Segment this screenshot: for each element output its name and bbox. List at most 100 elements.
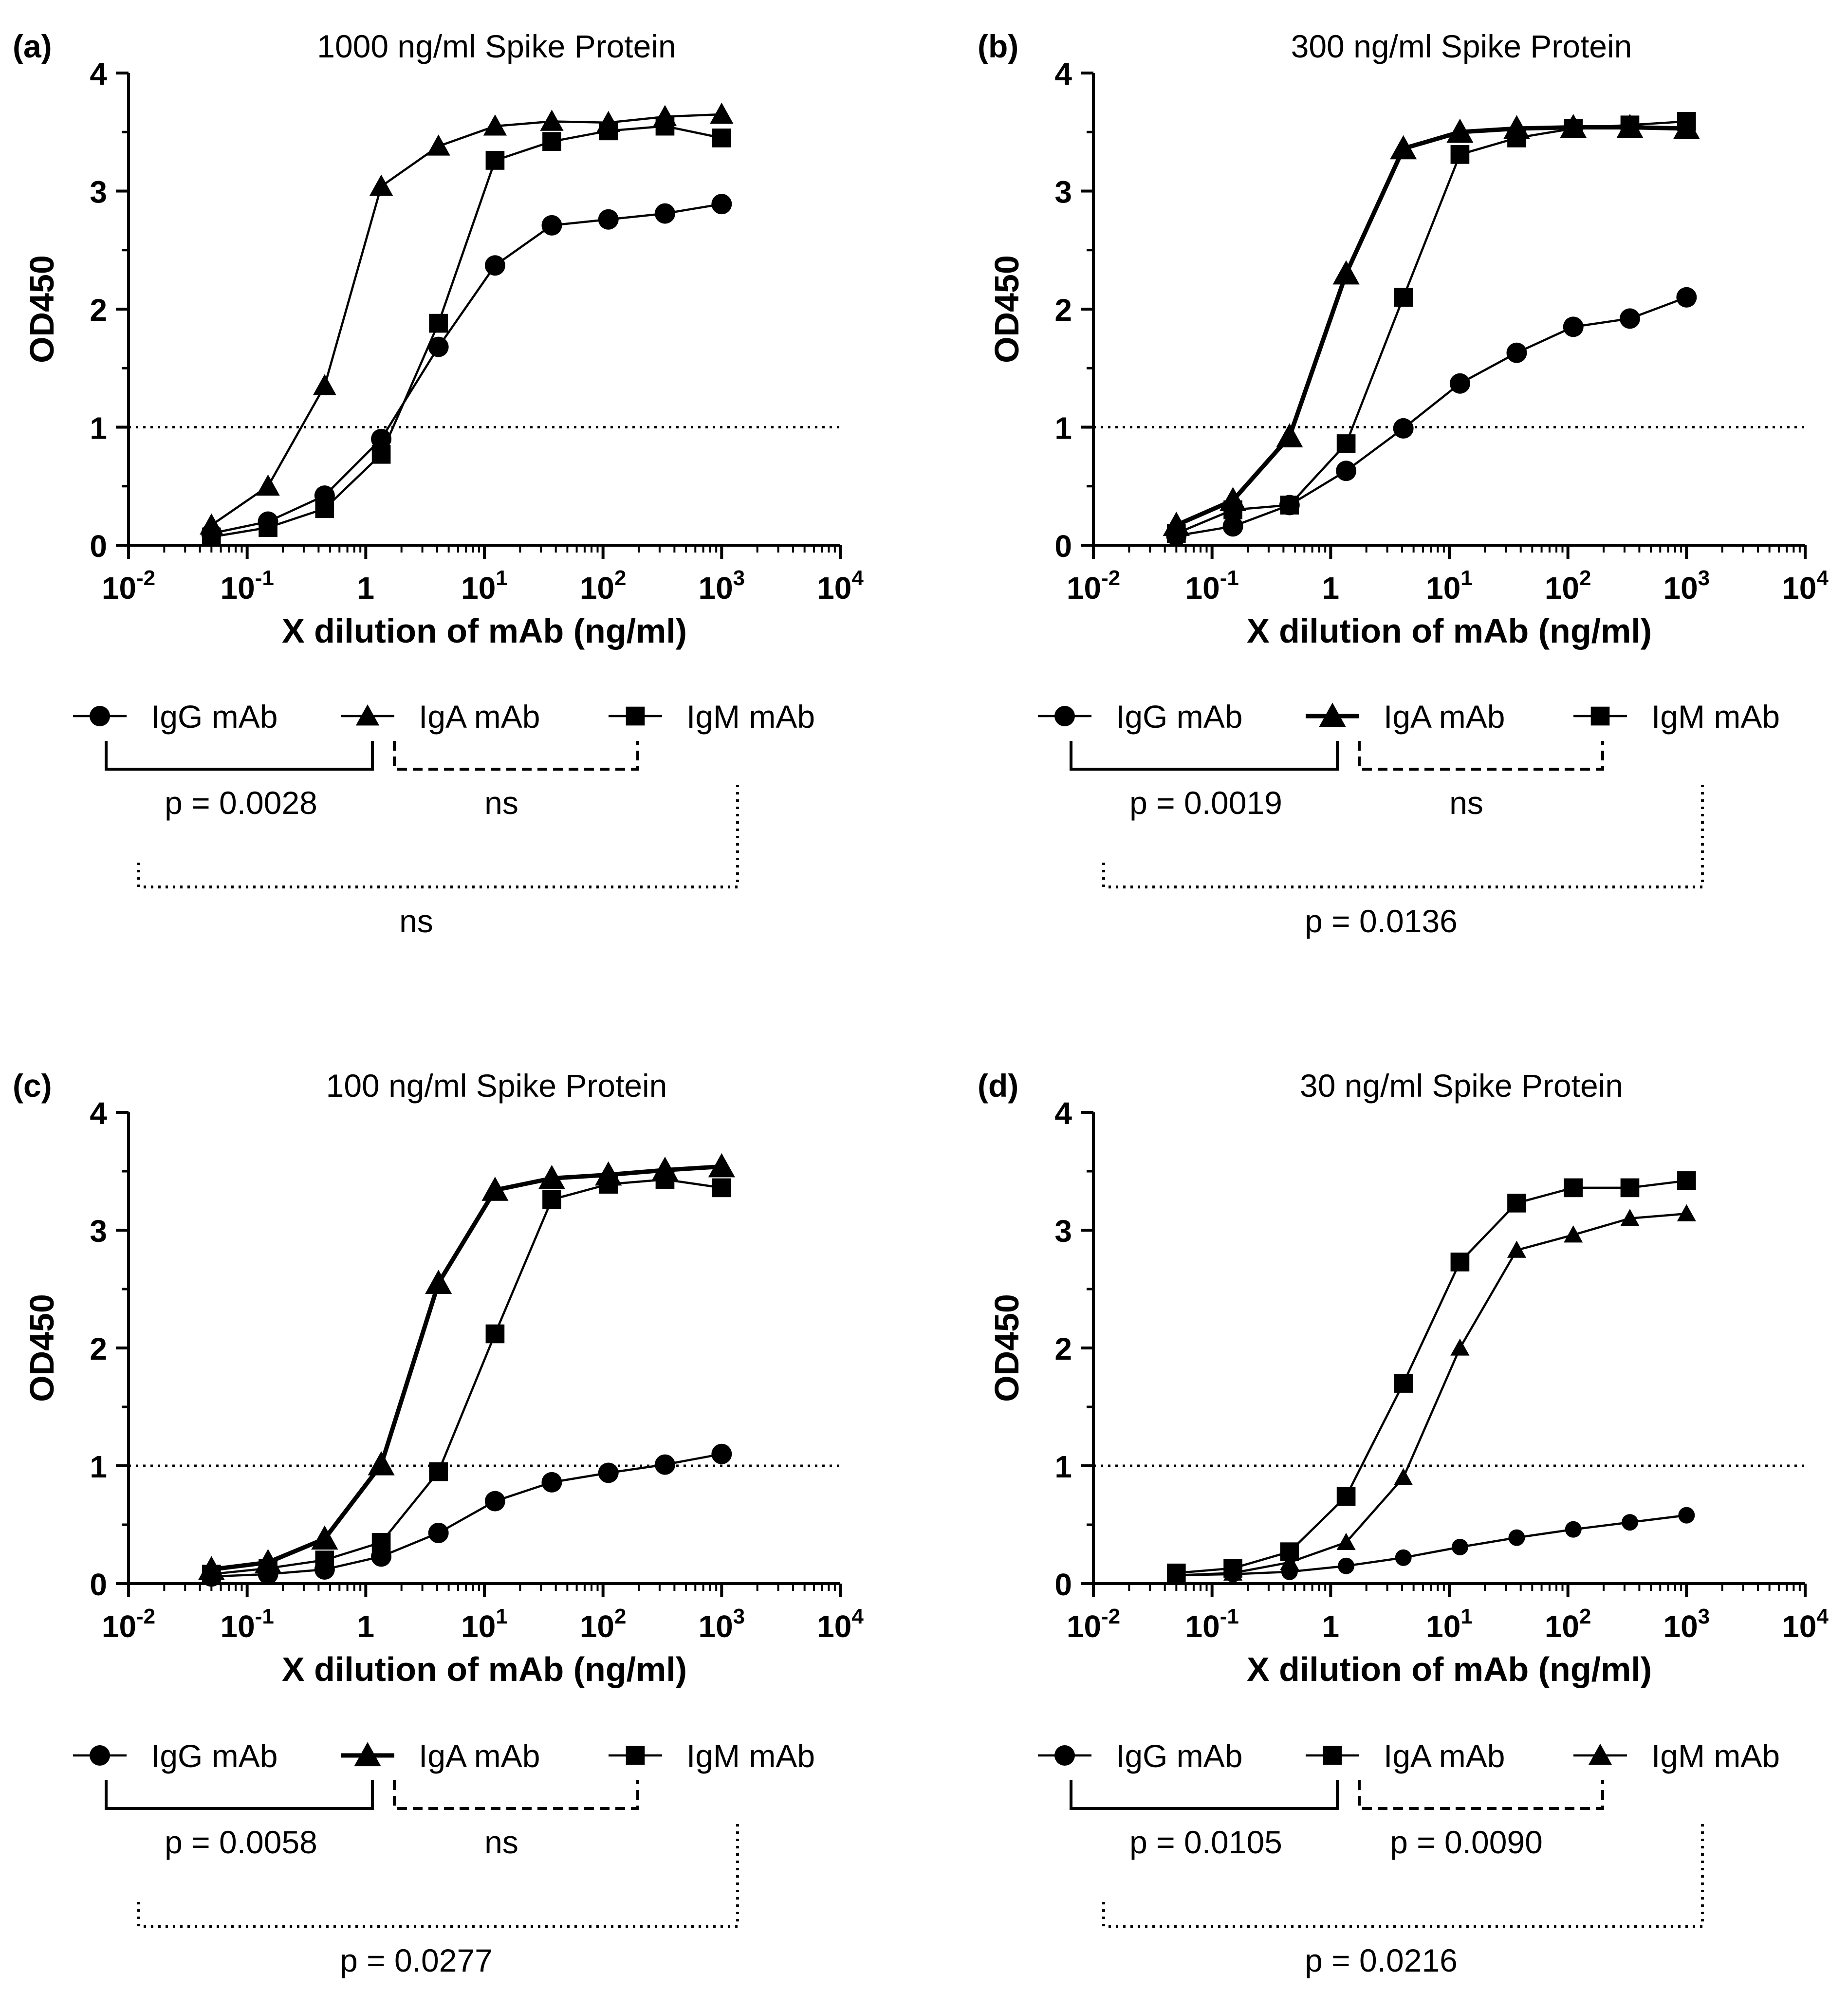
- x-tick-exponent: 4: [1816, 1605, 1829, 1628]
- data-point-igm-mab: [1280, 496, 1299, 515]
- data-point-iga-mab: [313, 374, 336, 395]
- x-tick-label: 102: [1545, 1605, 1591, 1644]
- x-tick-base: 10: [817, 1609, 851, 1644]
- x-tick-exponent: 1: [496, 566, 507, 590]
- legend-label: IgG mAb: [151, 1738, 277, 1774]
- x-tick-exponent: -1: [255, 1605, 274, 1628]
- x-tick-base: 10: [817, 571, 851, 606]
- p-value-igg-vs-iga: p = 0.0028: [165, 785, 317, 821]
- series-line-iga-mab: [211, 1164, 722, 1572]
- legend-label: IgM mAb: [686, 699, 815, 735]
- x-tick-label: 10-1: [1185, 1605, 1239, 1644]
- bracket-solid: [1070, 741, 1339, 771]
- x-tick-base: 10: [1663, 1609, 1698, 1644]
- data-point-igm-mab: [259, 1559, 277, 1578]
- bracket-dotted: [1102, 1824, 1704, 1928]
- legend-item-iga-mab: IgA mAb: [1306, 699, 1505, 735]
- series-iga-mab: [200, 102, 734, 535]
- data-point-igg-mab: [1395, 1549, 1412, 1566]
- legend-label: IgM mAb: [686, 1738, 815, 1774]
- data-point-igm-mab: [1564, 1225, 1583, 1243]
- data-point-igm-mab: [371, 1532, 391, 1552]
- data-point-igg-mab: [1506, 342, 1527, 363]
- x-tick-exponent: 1: [496, 1605, 507, 1628]
- series-line-igm-mab: [211, 125, 722, 538]
- x-axis-label: X dilution of mAb (ng/ml): [1247, 1650, 1652, 1688]
- p-value-iga-vs-igm: p = 0.0090: [1390, 1824, 1543, 1860]
- bracket-dotted: [137, 1824, 739, 1928]
- data-point-igm-mab: [1564, 119, 1583, 138]
- x-tick-base: 10: [1663, 571, 1698, 606]
- legend-item-igg-mab: IgG mAb: [73, 699, 277, 735]
- data-point-igg-mab: [711, 194, 732, 215]
- data-point-igg-mab: [428, 1522, 449, 1543]
- series-igm-mab: [1166, 112, 1696, 543]
- legend-label: IgM mAb: [1651, 699, 1780, 735]
- bracket-dashed: [393, 741, 639, 771]
- x-tick-exponent: 4: [851, 1605, 864, 1628]
- legend-item-igm-mab: IgM mAb: [1573, 1738, 1780, 1774]
- x-tick-label: 101: [461, 1605, 508, 1644]
- legend-item-igg-mab: IgG mAb: [73, 1738, 277, 1774]
- bracket-dotted: [137, 785, 739, 888]
- x-tick-base: 10: [698, 1609, 733, 1644]
- p-value-igg-vs-igm: ns: [399, 903, 433, 939]
- x-tick-label: 10-1: [221, 566, 274, 606]
- x-tick-label: 103: [698, 566, 745, 606]
- series-line-igg-mab: [211, 203, 722, 535]
- x-tick-label: 10-2: [1067, 1605, 1120, 1644]
- y-tick-label: 2: [1054, 1331, 1072, 1366]
- bracket-dashed: [393, 1780, 639, 1810]
- x-tick-base: 10: [1545, 571, 1579, 606]
- y-axis-label: OD450: [23, 1294, 61, 1402]
- data-point-iga-mab: [1564, 1178, 1583, 1198]
- bracket-dashed: [1358, 1780, 1604, 1810]
- data-point-igm-mab: [1394, 288, 1413, 307]
- data-point-iga-mab: [368, 1451, 395, 1476]
- y-tick-label: 1: [1054, 1449, 1072, 1484]
- data-point-iga-mab: [1336, 1487, 1356, 1506]
- x-tick-base: 10: [580, 571, 614, 606]
- data-point-igm-mab: [1223, 1563, 1243, 1581]
- legend-marker: [1590, 706, 1610, 726]
- x-tick-base: 1: [357, 571, 375, 606]
- data-point-igm-mab: [202, 527, 221, 547]
- x-tick-exponent: 3: [1698, 1605, 1710, 1628]
- series-igg-mab: [201, 194, 732, 544]
- x-axis-label: X dilution of mAb (ng/ml): [282, 1650, 687, 1688]
- x-tick-label: 104: [817, 566, 864, 606]
- data-point-igm-mab: [1394, 1468, 1413, 1485]
- data-point-iga-mab: [1507, 1194, 1526, 1213]
- data-point-igm-mab: [1450, 145, 1470, 164]
- data-point-igg-mab: [484, 255, 505, 276]
- data-point-iga-mab: [1390, 135, 1417, 160]
- data-point-igm-mab: [1336, 1532, 1356, 1550]
- y-axis-label: OD450: [988, 1294, 1026, 1402]
- panel-label: (b): [978, 28, 1018, 64]
- legend-label: IgA mAb: [419, 699, 540, 735]
- y-tick-label: 3: [1054, 175, 1072, 210]
- series-line-iga-mab: [211, 113, 722, 526]
- data-point-igg-mab: [1621, 1514, 1638, 1531]
- data-point-igg-mab: [1508, 1529, 1525, 1546]
- legend-marker: [355, 704, 380, 726]
- series-line-igg-mab: [1176, 296, 1687, 537]
- p-value-igg-vs-igm: p = 0.0136: [1305, 903, 1458, 939]
- x-tick-label: 103: [1663, 1605, 1710, 1644]
- data-point-igm-mab: [1450, 1338, 1470, 1356]
- x-tick-label: 103: [698, 1605, 745, 1644]
- bracket-solid: [105, 1780, 374, 1810]
- x-tick-base: 10: [102, 571, 136, 606]
- data-point-iga-mab: [710, 102, 734, 124]
- y-tick-label: 0: [1054, 529, 1072, 564]
- data-point-iga-mab: [1677, 1171, 1696, 1190]
- x-tick-label: 102: [580, 1605, 627, 1644]
- x-tick-label: 10-1: [1185, 566, 1239, 606]
- x-tick-label: 1: [1322, 1609, 1340, 1644]
- x-tick-label: 101: [461, 566, 508, 606]
- data-point-igm-mab: [429, 314, 448, 333]
- legend-item-iga-mab: IgA mAb: [341, 699, 540, 735]
- chart-title: 30 ng/ml Spike Protein: [1300, 1068, 1623, 1104]
- data-point-igg-mab: [541, 1472, 562, 1493]
- data-point-igg-mab: [654, 203, 675, 224]
